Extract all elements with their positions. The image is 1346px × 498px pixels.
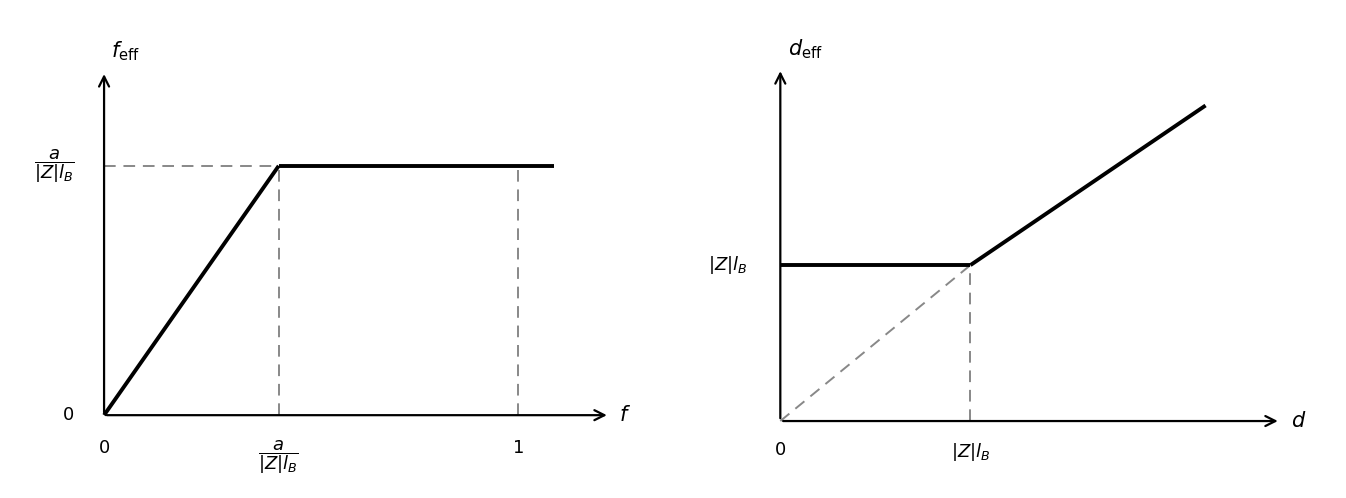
Text: $|Z|l_B$: $|Z|l_B$ (708, 254, 748, 276)
Text: $d_{\rm eff}$: $d_{\rm eff}$ (787, 37, 822, 61)
Text: $\dfrac{a}{|Z|l_B}$: $\dfrac{a}{|Z|l_B}$ (258, 439, 299, 477)
Text: $f$: $f$ (619, 405, 631, 425)
Text: $f_{\rm eff}$: $f_{\rm eff}$ (110, 39, 140, 63)
Text: $d$: $d$ (1291, 411, 1306, 431)
Text: $0$: $0$ (62, 406, 74, 424)
Text: $|Z|l_B$: $|Z|l_B$ (950, 441, 991, 464)
Text: $0$: $0$ (98, 439, 110, 457)
Text: $0$: $0$ (774, 441, 786, 460)
Text: $1$: $1$ (511, 439, 524, 457)
Text: $\dfrac{a}{|Z|l_B}$: $\dfrac{a}{|Z|l_B}$ (34, 147, 74, 185)
